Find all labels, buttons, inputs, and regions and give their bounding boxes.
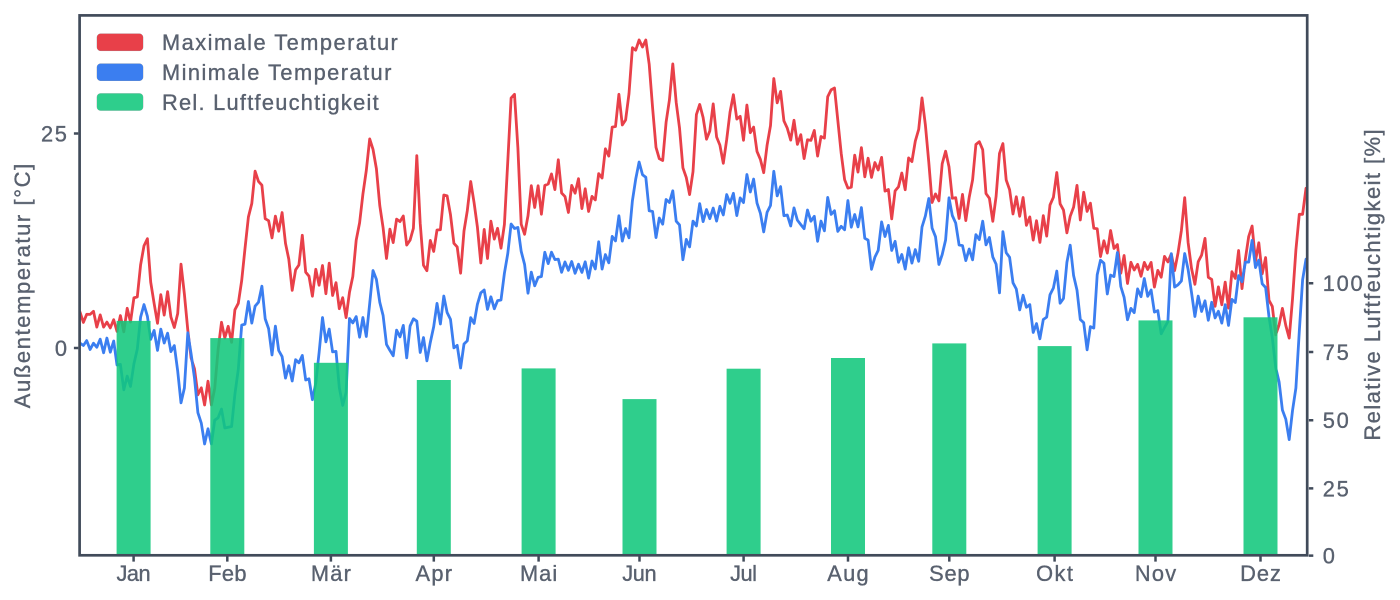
svg-text:Mär: Mär bbox=[311, 561, 352, 586]
svg-text:50: 50 bbox=[1323, 408, 1351, 433]
svg-text:Nov: Nov bbox=[1135, 561, 1178, 586]
svg-text:Feb: Feb bbox=[208, 561, 247, 586]
svg-text:0: 0 bbox=[1323, 544, 1337, 569]
svg-text:Außentemperatur [°C]: Außentemperatur [°C] bbox=[10, 162, 35, 408]
svg-text:Aug: Aug bbox=[827, 561, 870, 586]
svg-text:Sep: Sep bbox=[929, 561, 970, 586]
svg-text:Jul: Jul bbox=[730, 561, 756, 586]
svg-text:75: 75 bbox=[1323, 340, 1351, 365]
svg-text:25: 25 bbox=[41, 121, 69, 146]
svg-text:Dez: Dez bbox=[1240, 561, 1282, 586]
svg-text:Apr: Apr bbox=[416, 561, 454, 586]
svg-text:Mai: Mai bbox=[520, 561, 558, 586]
svg-text:Minimale Temperatur: Minimale Temperatur bbox=[162, 60, 393, 85]
svg-text:Relative Luftfeuchtigkeit [%]: Relative Luftfeuchtigkeit [%] bbox=[1360, 128, 1385, 441]
svg-text:0: 0 bbox=[55, 336, 69, 361]
svg-text:Rel. Luftfeuchtigkeit: Rel. Luftfeuchtigkeit bbox=[162, 90, 380, 115]
svg-text:Jan: Jan bbox=[116, 561, 150, 586]
svg-text:25: 25 bbox=[1323, 476, 1351, 501]
svg-text:Maximale Temperatur: Maximale Temperatur bbox=[162, 30, 399, 55]
svg-text:Okt: Okt bbox=[1036, 561, 1074, 586]
svg-text:100: 100 bbox=[1323, 271, 1365, 296]
svg-text:Jun: Jun bbox=[622, 561, 656, 586]
